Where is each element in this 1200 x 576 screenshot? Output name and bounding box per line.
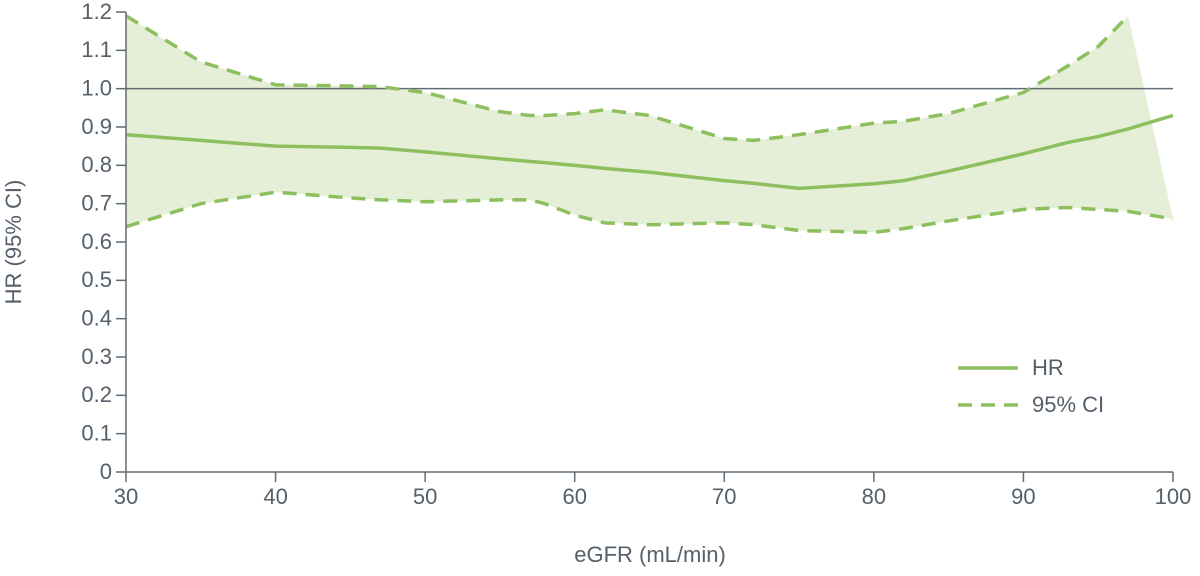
y-tick-label: 0.8 — [81, 152, 112, 177]
x-tick-label: 70 — [712, 484, 736, 509]
y-tick-label: 0.9 — [81, 114, 112, 139]
x-tick-label: 80 — [862, 484, 886, 509]
y-tick-label: 0.3 — [81, 344, 112, 369]
x-tick-label: 100 — [1155, 484, 1192, 509]
ci-upper-line — [125, 14, 1130, 143]
x-tick-label: 30 — [114, 484, 138, 509]
x-tick-label: 90 — [1011, 484, 1035, 509]
legend-label: 95% CI — [1032, 392, 1104, 417]
y-axis-title: HR (95% CI) — [1, 180, 26, 305]
hr-line — [125, 113, 1174, 191]
x-tick-label: 50 — [413, 484, 437, 509]
y-tick-label: 0.1 — [81, 420, 112, 445]
legend-label: HR — [1032, 355, 1064, 380]
x-tick-label: 40 — [263, 484, 287, 509]
ci-lower-line — [125, 190, 1174, 235]
y-tick-label: 0.4 — [81, 305, 112, 330]
y-tick-label: 0.2 — [81, 382, 112, 407]
ci-band — [126, 15, 1173, 233]
y-tick-label: 1.2 — [81, 0, 112, 24]
y-tick-label: 0 — [100, 459, 112, 484]
x-axis-title: eGFR (mL/min) — [574, 542, 726, 567]
y-tick-label: 1.0 — [81, 75, 112, 100]
y-tick-label: 0.6 — [81, 229, 112, 254]
y-tick-label: 0.5 — [81, 267, 112, 292]
y-tick-label: 1.1 — [81, 37, 112, 62]
y-tick-label: 0.7 — [81, 190, 112, 215]
x-tick-label: 60 — [562, 484, 586, 509]
